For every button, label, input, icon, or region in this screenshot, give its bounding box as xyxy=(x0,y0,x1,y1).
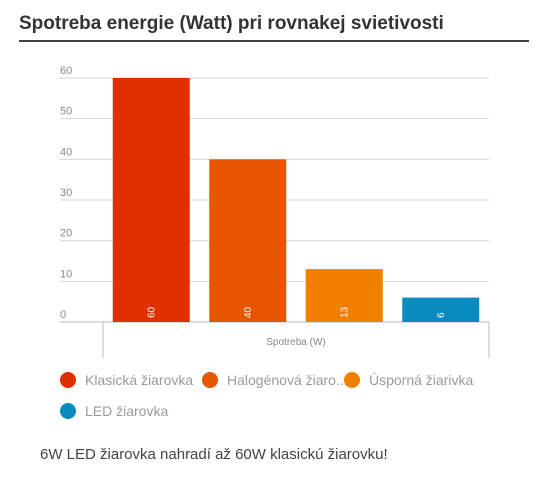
y-tick-label: 30 xyxy=(60,187,72,199)
legend-label: Úsporná žiarivka xyxy=(369,372,474,388)
y-tick-label: 0 xyxy=(60,309,66,321)
bar-4 xyxy=(402,297,480,322)
legend-swatch xyxy=(344,372,360,388)
legend-swatch xyxy=(202,372,218,388)
legend-item[interactable]: Halogénová žiaro... xyxy=(202,372,348,388)
y-tick-label: 20 xyxy=(60,228,72,240)
bar-data-label: 6 xyxy=(436,312,447,318)
bar-data-label: 13 xyxy=(339,306,350,318)
y-tick-label: 10 xyxy=(60,268,72,280)
bar-data-label: 40 xyxy=(243,306,254,318)
legend-item[interactable]: Úsporná žiarivka xyxy=(344,372,473,388)
legend-label: LED žiarovka xyxy=(85,403,169,419)
bar-3 xyxy=(305,269,383,322)
footnote: 6W LED žiarovka nahradí až 60W klasickú … xyxy=(40,446,388,463)
bar-chart: 0 10 20 30 40 50 60 Spotreba (W) 60 40 13 6 xyxy=(60,65,490,358)
y-tick-label: 50 xyxy=(60,106,72,118)
x-category-label: Spotreba (W) xyxy=(266,337,325,348)
legend-swatch xyxy=(60,403,76,419)
legend-label: Halogénová žiaro... xyxy=(227,372,348,388)
legend-item[interactable]: Klasická žiarovka xyxy=(60,372,193,388)
legend-swatch xyxy=(60,372,76,388)
y-tick-label: 60 xyxy=(60,65,72,77)
legend-item[interactable]: LED žiarovka xyxy=(60,403,168,419)
legend-label: Klasická žiarovka xyxy=(85,372,194,388)
bar-2 xyxy=(209,159,287,322)
bar-data-label: 60 xyxy=(146,306,157,318)
bar-1 xyxy=(112,78,190,322)
y-tick-label: 40 xyxy=(60,146,72,158)
chart-title: Spotreba energie (Watt) pri rovnakej svi… xyxy=(19,13,529,42)
